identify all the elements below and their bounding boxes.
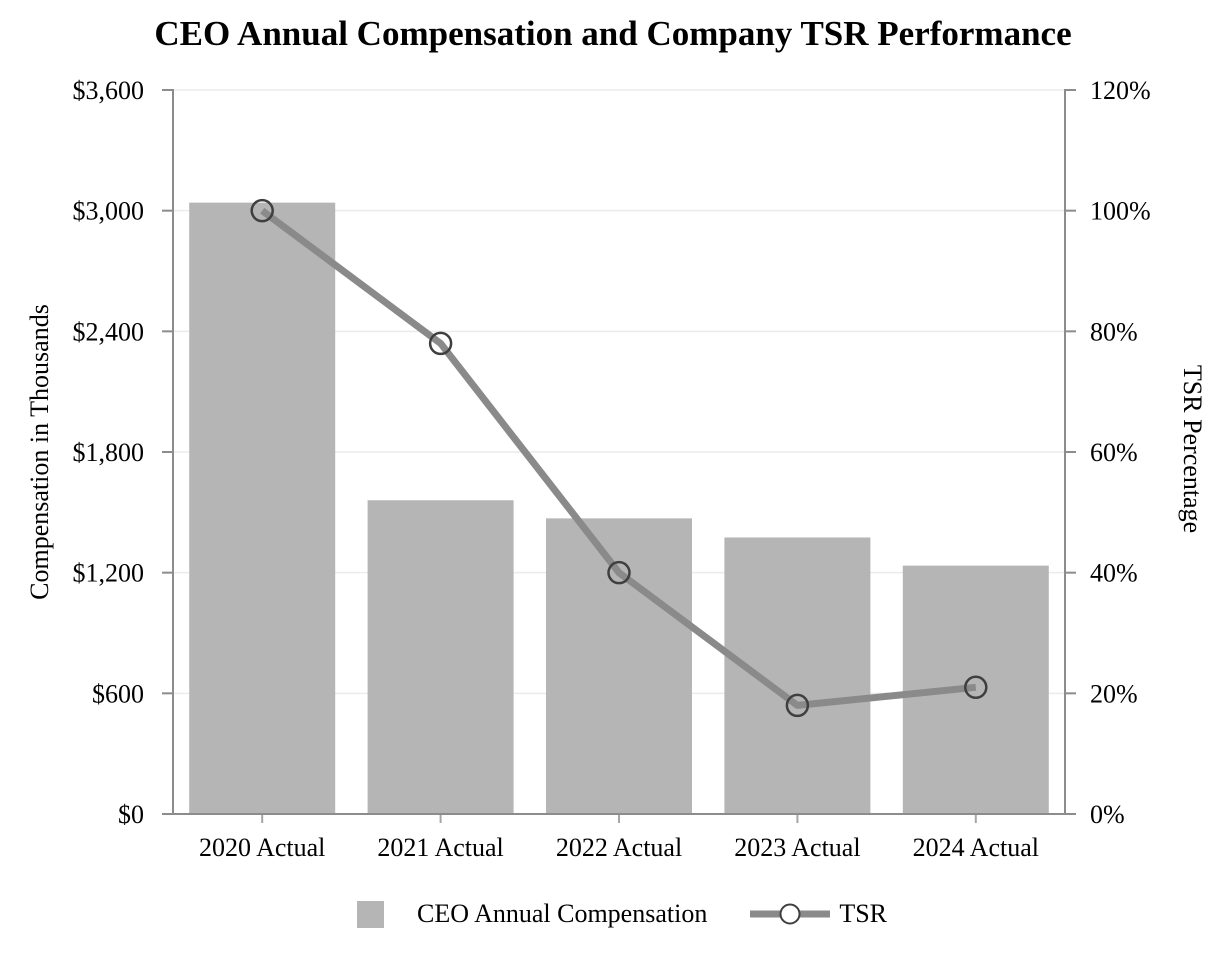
right-axis-tick-label: 20%	[1090, 679, 1138, 708]
legend-item-ceo-annual-compensation: CEO Annual Compensation	[357, 899, 750, 929]
legend-label-ceo-annual-compensation: CEO Annual Compensation	[417, 899, 708, 928]
left-axis-tick-label: $3,600	[73, 76, 145, 105]
left-axis-tick-label: $3,000	[73, 197, 145, 226]
tsr-marker-2022-actual	[607, 560, 631, 585]
tsr-line	[260, 207, 977, 709]
left-axis-tick-label: $600	[92, 679, 144, 708]
x-axis-label-2022-actual: 2022 Actual	[556, 833, 682, 862]
right-axis-tick-label: 80%	[1090, 317, 1138, 346]
legend: CEO Annual Compensation TSR	[357, 888, 887, 940]
left-axis-tick-label: $0	[118, 800, 144, 829]
tsr-marker-2024-actual	[964, 675, 988, 700]
x-axis-label-2023-actual: 2023 Actual	[734, 833, 860, 862]
x-axis-label-2024-actual: 2024 Actual	[913, 833, 1039, 862]
left-axis-tick-label: $1,200	[73, 559, 145, 588]
bar-2020-actual	[189, 202, 336, 815]
legend-line-swatch	[750, 900, 831, 928]
right-axis-tick-label: 40%	[1090, 559, 1138, 588]
bar-2023-actual	[724, 537, 871, 814]
tsr-marker-2021-actual	[428, 331, 453, 356]
x-axis-label-2021-actual: 2021 Actual	[377, 833, 503, 862]
right-axis-tick-label: 100%	[1090, 197, 1151, 226]
legend-open-circle-icon	[779, 903, 801, 925]
right-axis-tick-label: 60%	[1090, 438, 1138, 467]
tsr-marker-2020-actual	[250, 198, 274, 223]
chart-title: CEO Annual Compensation and Company TSR …	[154, 14, 1072, 53]
legend-item-tsr: TSR	[750, 899, 887, 929]
legend-label-tsr: TSR	[839, 899, 888, 928]
tsr-marker-2023-actual	[785, 693, 810, 718]
left-axis-title: Compensation in Thousands	[25, 304, 54, 600]
bar-2021-actual	[367, 500, 514, 814]
right-axis-title: TSR Percentage	[1178, 365, 1207, 533]
right-axis-tick-label: 120%	[1090, 76, 1151, 105]
left-axis-tick-label: $1,800	[73, 438, 145, 467]
x-axis-label-2020-actual: 2020 Actual	[199, 833, 325, 862]
right-axis-tick-label: 0%	[1090, 800, 1125, 829]
legend-bar-swatch	[357, 900, 384, 928]
left-axis-tick-label: $2,400	[73, 317, 145, 346]
